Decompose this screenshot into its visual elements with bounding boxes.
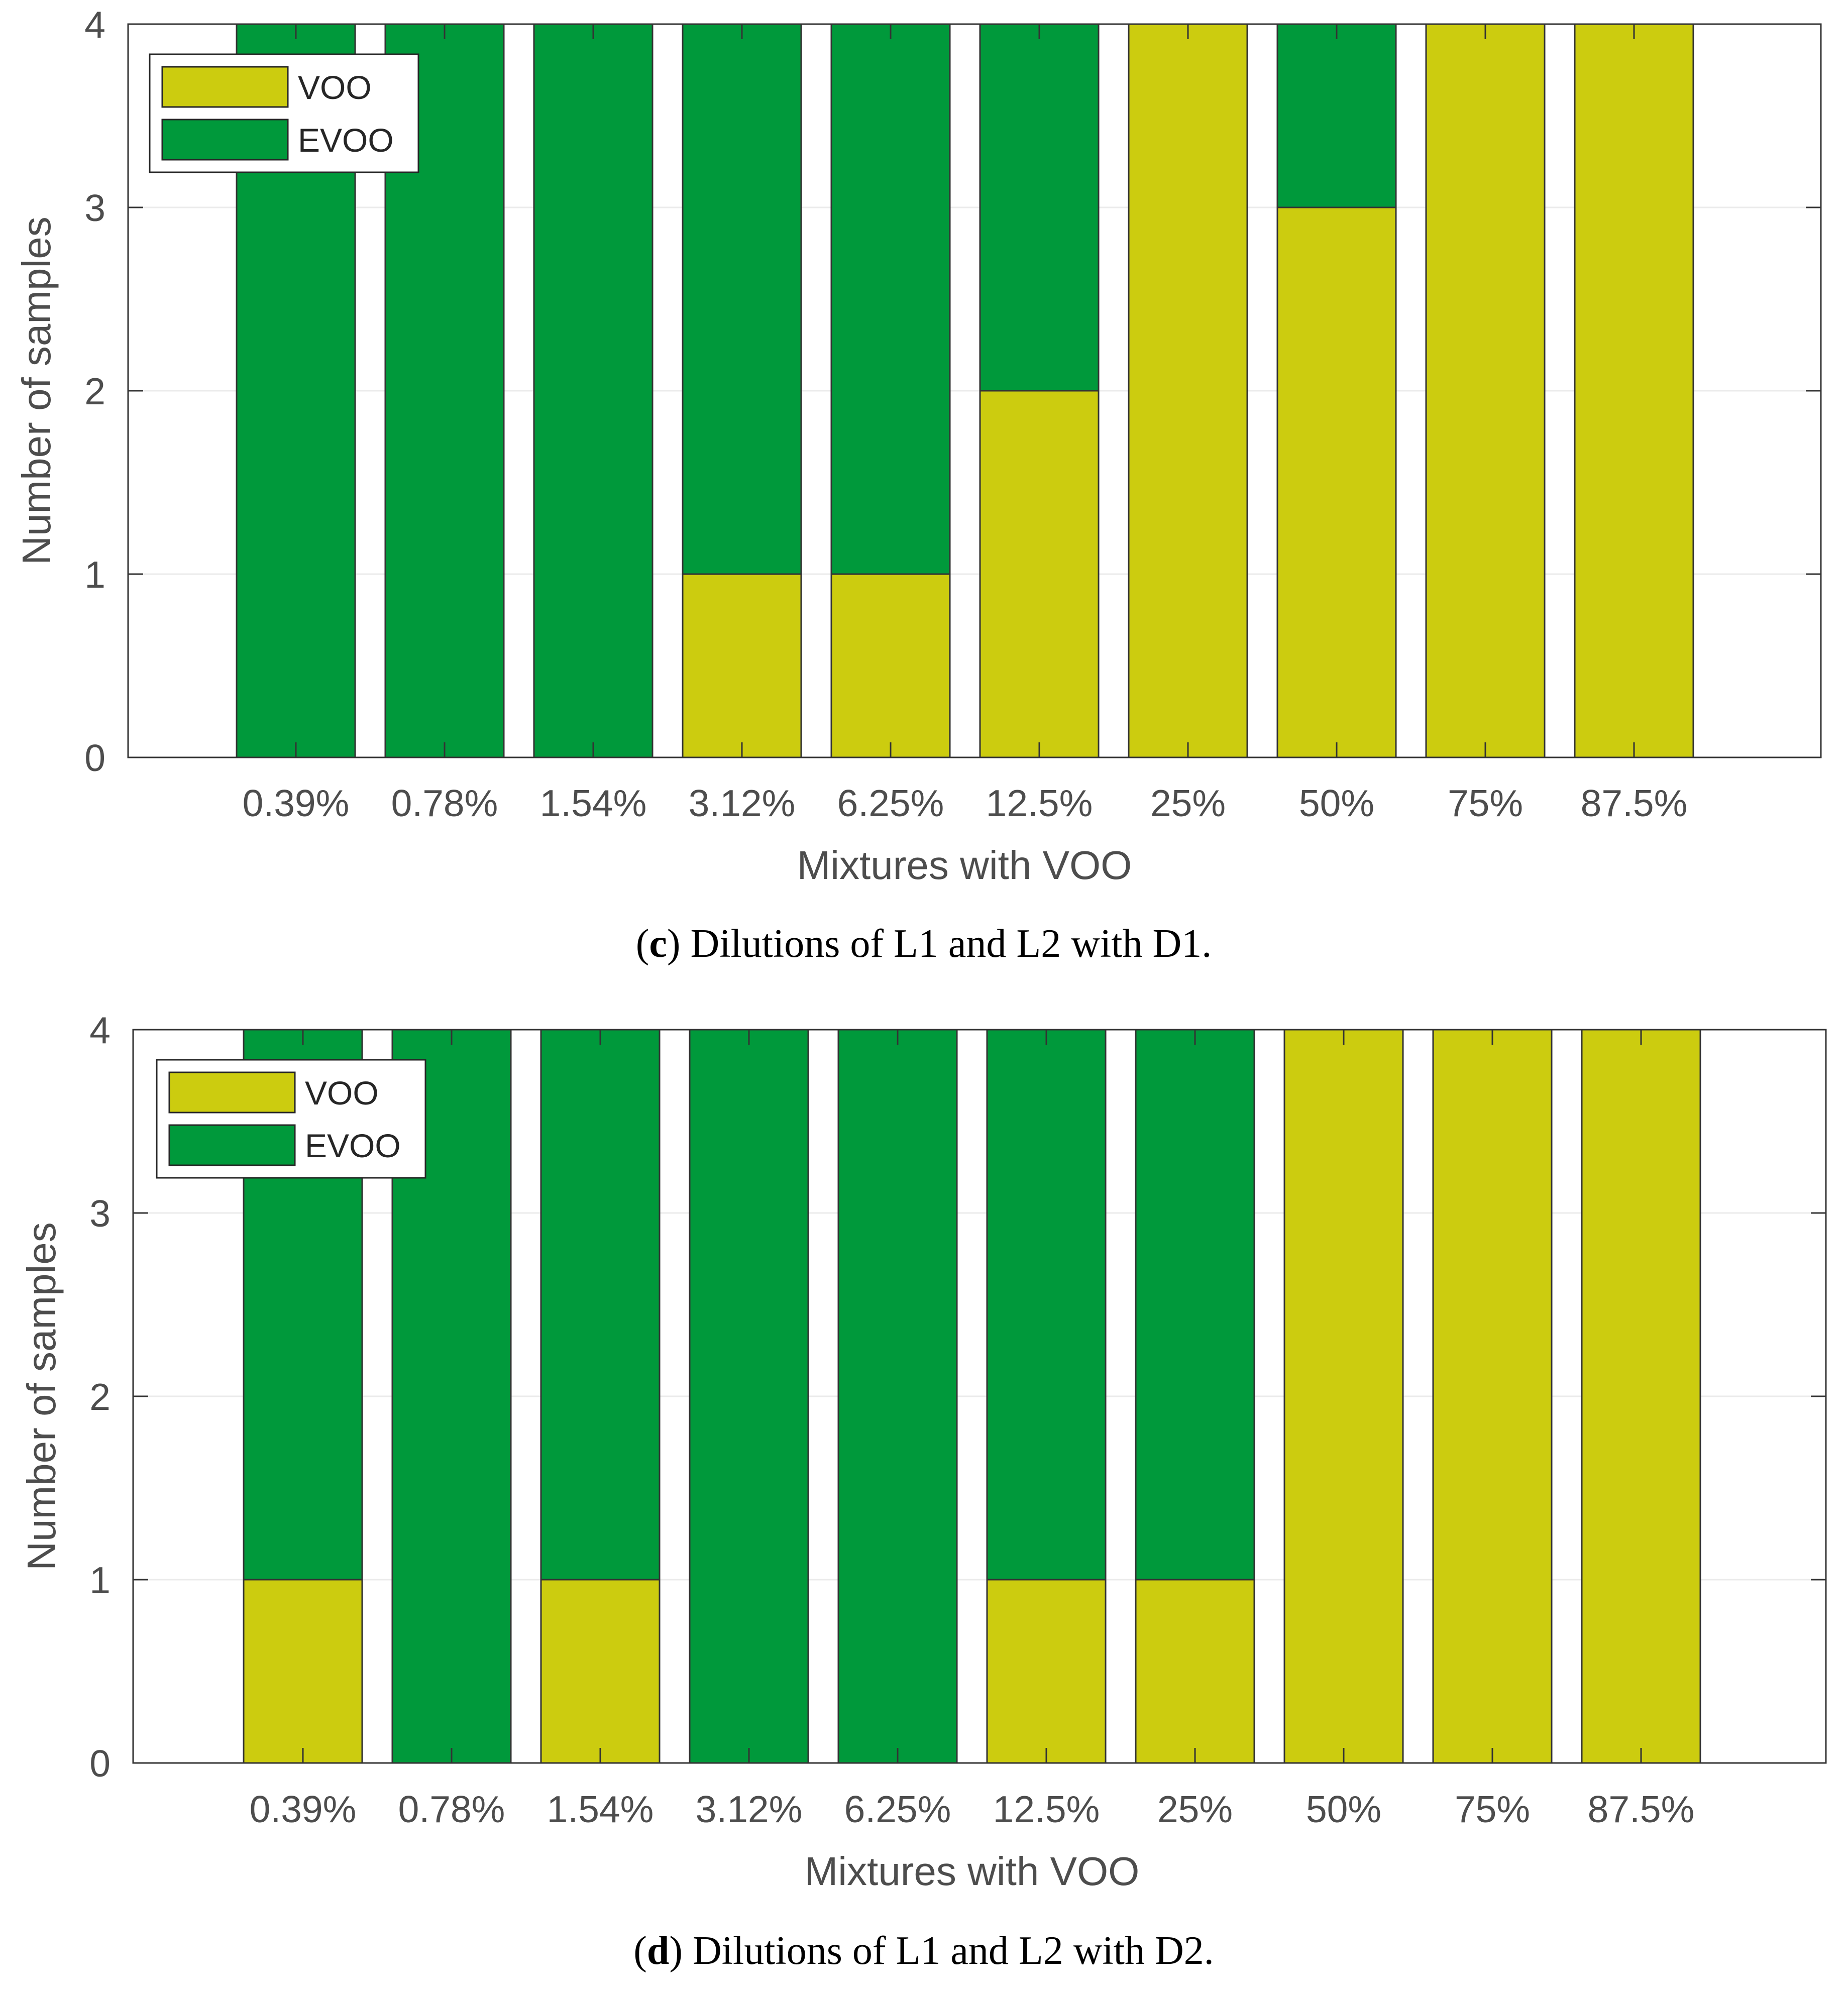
panel-c-x-axis-label: Mixtures with VOO <box>797 843 1132 888</box>
panel-d-xtick-label: 0.78% <box>398 1788 505 1830</box>
panel-c-legend-swatch-voo <box>161 66 289 108</box>
panel-c-ytick-label: 2 <box>84 370 105 412</box>
panel-d-bars <box>243 1029 1701 1764</box>
panel-d-xtick-label: 25% <box>1157 1788 1233 1830</box>
panel-c-caption: (c) Dilutions of L1 and L2 with D1. <box>636 922 1212 966</box>
panel-d-caption-letter: d <box>647 1929 670 1973</box>
panel-d-caption: (d) Dilutions of L1 and L2 with D2. <box>633 1929 1214 1973</box>
panel-d-xtick-label: 3.12% <box>696 1788 803 1830</box>
panel-c-caption-letter: c <box>649 922 667 966</box>
panel-c-xtick-label: 1.54% <box>540 782 647 824</box>
panel-c-legend: VOO EVOO <box>149 53 419 173</box>
panel-d-bar-evoo <box>1135 1029 1255 1581</box>
panel-d-bar-voo <box>1581 1029 1701 1764</box>
panel-d-legend-label-voo: VOO <box>305 1074 379 1112</box>
panel-d-bar-voo <box>1135 1579 1255 1764</box>
panel-d-legend-swatch-evoo <box>168 1124 296 1166</box>
panel-c-ytick-label: 0 <box>84 737 105 779</box>
panel-c-xtick-label: 3.12% <box>689 782 796 824</box>
panel-d-xtick-label: 0.39% <box>250 1788 357 1830</box>
panel-c-xtick-label: 25% <box>1150 782 1226 824</box>
panel-c-ytick-label: 4 <box>84 4 105 46</box>
panel-d-legend-label-evoo: EVOO <box>305 1127 401 1164</box>
panel-c-bar-voo <box>979 390 1100 758</box>
panel-c-bar-evoo <box>1276 23 1397 208</box>
panel-d-ytick-label: 1 <box>89 1559 111 1601</box>
panel-d-legend: VOO EVOO <box>156 1059 426 1179</box>
panel-c-xtick-label: 75% <box>1448 782 1523 824</box>
panel-d-bar-evoo <box>837 1029 958 1764</box>
panel-d-bar-evoo <box>986 1029 1107 1581</box>
panel-c-bar-evoo <box>979 23 1100 392</box>
panel-c-bars <box>236 23 1694 758</box>
panel-d-caption-text: Dilutions of L1 and L2 with D2. <box>693 1929 1214 1973</box>
panel-d-bar-voo <box>986 1579 1107 1764</box>
panel-c-bar-voo <box>830 573 951 758</box>
panel-c-caption-text: Dilutions of L1 and L2 with D1. <box>691 922 1212 966</box>
panel-d-xtick-label: 75% <box>1455 1788 1530 1830</box>
panel-c-bar-voo <box>1425 23 1546 758</box>
panel-c-ytick-label: 3 <box>84 187 105 229</box>
panel-c-legend-label-voo: VOO <box>298 69 372 106</box>
panel-d-bar-evoo <box>689 1029 809 1764</box>
panel-c-xtick-label: 87.5% <box>1581 782 1688 824</box>
panel-c-legend-label-evoo: EVOO <box>298 122 394 159</box>
panel-d-bar-evoo <box>540 1029 661 1581</box>
panel-d-bar-voo <box>243 1579 363 1764</box>
panel-c-xtick-label: 0.39% <box>243 782 350 824</box>
panel-d-xtick-label: 6.25% <box>844 1788 951 1830</box>
panel-c-ytick-label: 1 <box>84 554 105 596</box>
panel-d-bar-voo <box>1283 1029 1404 1764</box>
panel-c-xtick-label: 50% <box>1299 782 1374 824</box>
panel-d-bar-voo <box>540 1579 661 1764</box>
panel-c-bar-evoo <box>682 23 802 575</box>
panel-c-legend-swatch-evoo <box>161 119 289 161</box>
panel-d-ytick-label: 3 <box>89 1192 111 1235</box>
panel-d-xtick-label: 1.54% <box>547 1788 654 1830</box>
panel-d-ytick-label: 2 <box>89 1376 111 1418</box>
panel-d-x-axis-label: Mixtures with VOO <box>805 1849 1140 1894</box>
panel-d-y-axis-label: Number of samples <box>19 1222 64 1571</box>
panel-d-xtick-label: 12.5% <box>993 1788 1100 1830</box>
panel-d-legend-swatch-voo <box>168 1071 296 1114</box>
panel-d-xtick-label: 50% <box>1306 1788 1381 1830</box>
panel-d-tick-marks <box>133 1029 1826 1764</box>
panel-c-xtick-label: 6.25% <box>837 782 944 824</box>
panel-c-bar-voo <box>682 573 802 758</box>
panel-c-xtick-label: 12.5% <box>986 782 1093 824</box>
panel-d-xtick-label: 87.5% <box>1588 1788 1695 1830</box>
panel-c-bar-evoo <box>830 23 951 575</box>
panel-c-y-axis-label: Number of samples <box>14 216 59 565</box>
panel-c-bar-voo <box>1128 23 1248 758</box>
panel-d-ytick-label: 4 <box>89 1009 111 1051</box>
panel-c-bar-voo <box>1276 206 1397 758</box>
panel-c-tick-marks <box>128 23 1821 758</box>
panel-d: 0 1 2 3 4 0.39% 0.78% 1.54% 3.12% 6.25% … <box>19 1009 1827 1973</box>
panel-c-bar-voo <box>1574 23 1694 758</box>
panel-d-bar-voo <box>1432 1029 1553 1764</box>
panel-c-bar-evoo <box>384 23 505 758</box>
panel-c: 0 1 2 3 4 0.39% 0.78% 1.54% 3.12% 6.25% … <box>14 4 1822 966</box>
panel-c-xtick-label: 0.78% <box>391 782 498 824</box>
panel-c-bar-evoo <box>533 23 654 758</box>
panel-d-ytick-label: 0 <box>89 1742 111 1785</box>
